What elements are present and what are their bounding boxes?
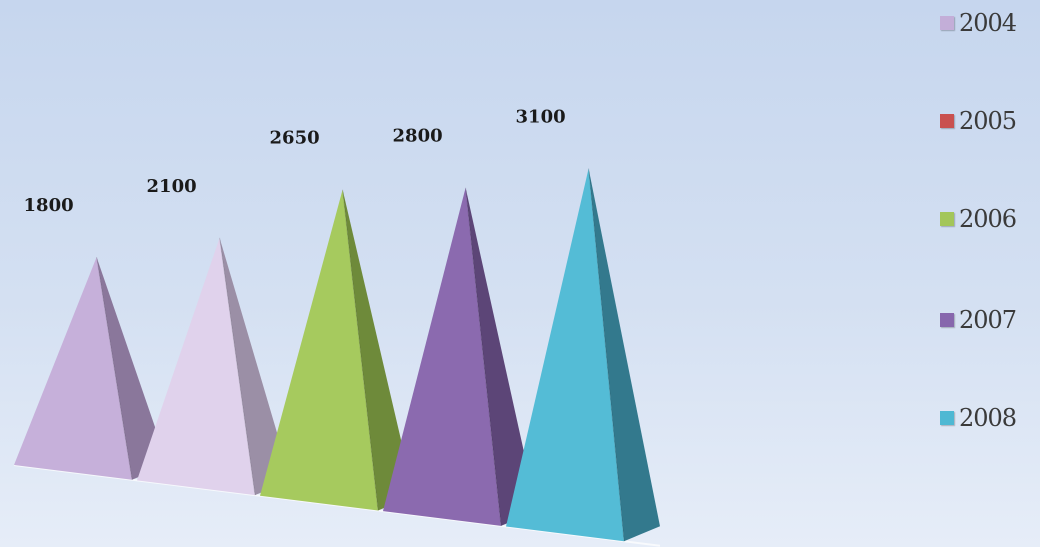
legend-swatch-2008 bbox=[940, 411, 954, 425]
pyramid-front-face bbox=[137, 237, 255, 496]
legend-item-2007: 2007 bbox=[940, 305, 1017, 335]
legend-swatch-2004 bbox=[940, 16, 954, 30]
legend-label-2006: 2006 bbox=[959, 205, 1017, 233]
pyramid-ridge bbox=[219, 237, 256, 496]
pyramid-2004 bbox=[14, 257, 168, 480]
pyramid-side-face bbox=[465, 187, 537, 526]
pyramid-side-face bbox=[96, 257, 168, 480]
pyramid-front-face bbox=[260, 189, 378, 511]
legend-label-2008: 2008 bbox=[959, 404, 1017, 432]
legend-item-2006: 2006 bbox=[940, 204, 1017, 234]
pyramid-front-face bbox=[14, 257, 132, 480]
legend-label-2004: 2004 bbox=[959, 9, 1017, 37]
legend-item-2005: 2005 bbox=[940, 106, 1017, 136]
pyramid-series bbox=[14, 168, 660, 542]
pyramid-2006 bbox=[260, 189, 414, 511]
pyramid-side-face bbox=[588, 168, 660, 542]
data-label-2006: 2650 bbox=[270, 128, 320, 149]
pyramid-ridge bbox=[588, 168, 625, 542]
pyramid-2007 bbox=[383, 187, 537, 526]
pyramid-ridge bbox=[96, 257, 133, 480]
data-labels: 1800 2100 2650 2800 3100 bbox=[24, 106, 566, 216]
data-label-2007: 2800 bbox=[393, 126, 443, 147]
pyramid-2005 bbox=[137, 237, 291, 496]
data-label-2004: 1800 bbox=[24, 195, 74, 216]
legend-swatch-2007 bbox=[940, 313, 954, 327]
pyramid-side-face bbox=[342, 189, 414, 511]
data-label-2005: 2100 bbox=[147, 176, 197, 197]
legend: 2004 2005 2006 2007 2008 bbox=[940, 0, 1040, 547]
pyramid-2008 bbox=[506, 168, 660, 542]
legend-item-2004: 2004 bbox=[940, 8, 1017, 38]
pyramid-front-face bbox=[383, 187, 501, 526]
pyramid-ridge bbox=[342, 189, 379, 511]
legend-swatch-2005 bbox=[940, 114, 954, 128]
legend-label-2005: 2005 bbox=[959, 107, 1017, 135]
pyramid-side-face bbox=[219, 237, 291, 496]
data-label-2008: 3100 bbox=[516, 106, 566, 127]
legend-item-2008: 2008 bbox=[940, 403, 1017, 433]
pyramid-ridge bbox=[465, 187, 502, 526]
pyramid-front-face bbox=[506, 168, 624, 542]
legend-label-2007: 2007 bbox=[959, 306, 1017, 334]
legend-swatch-2006 bbox=[940, 212, 954, 226]
